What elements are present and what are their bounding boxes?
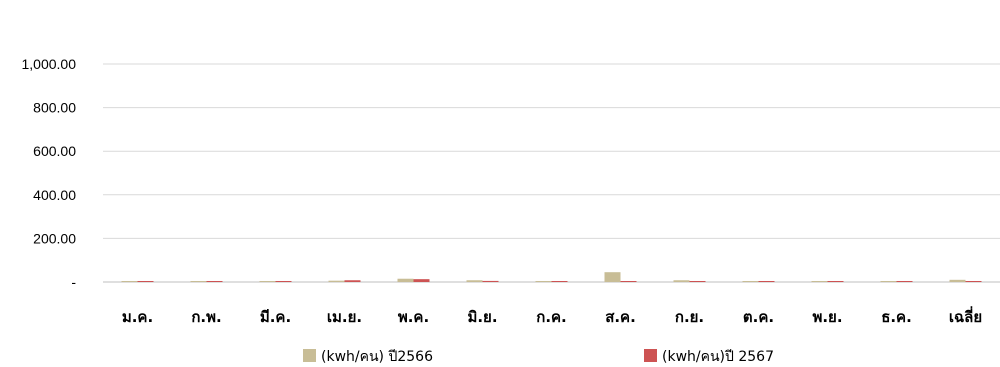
x-tick-label: พ.ค. (398, 308, 429, 326)
x-tick-label: พ.ย. (812, 308, 842, 326)
gridlines (103, 63, 1000, 283)
bar-series-2566 (811, 281, 828, 282)
x-tick-label: เฉลี่ย (949, 306, 982, 326)
bar-series-2566 (604, 272, 621, 282)
legend-item: (kwh/คน) ปี2566 (303, 349, 433, 365)
bar-series-2567 (551, 281, 568, 282)
bar-series-2567 (344, 280, 361, 282)
legend-item: (kwh/คน)ปี 2567 (644, 349, 774, 365)
x-tick-label: มี.ค. (260, 308, 291, 326)
bar-series-2566 (535, 281, 552, 282)
legend-swatch (303, 349, 316, 362)
bar-series-2566 (259, 281, 276, 282)
bar-series-2567 (896, 281, 913, 282)
bar-series-2567 (137, 281, 154, 282)
y-tick-label: 800.00 (33, 100, 76, 116)
bar-series-2566 (328, 280, 345, 282)
y-tick-label: 200.00 (33, 230, 76, 246)
bar-series-2567 (689, 281, 706, 282)
bar-series-2567 (206, 281, 223, 282)
bar-series-2566 (742, 281, 759, 282)
y-axis-ticks: - 200.00 400.00 600.00 800.00 1,000.00 (22, 56, 77, 290)
x-tick-label: มิ.ย. (467, 308, 497, 326)
bar-series-2567 (413, 279, 430, 282)
x-tick-label: เม.ย. (327, 308, 362, 326)
bar-series-2566 (397, 278, 414, 282)
bar-series-2566 (190, 281, 207, 282)
legend: (kwh/คน) ปี2566 (kwh/คน)ปี 2567 (303, 349, 774, 365)
y-tick-label: 1,000.00 (22, 56, 77, 72)
x-tick-label: ต.ค. (743, 308, 774, 326)
y-tick-label: 400.00 (33, 187, 76, 203)
x-tick-label: ม.ค. (122, 308, 153, 326)
bar-series-2566 (949, 279, 966, 282)
bar-series-2567 (965, 281, 982, 282)
bar-series-2566 (880, 281, 897, 282)
x-axis-ticks: ม.ค. ก.พ. มี.ค. เม.ย. พ.ค. มิ.ย. ก.ค. ส.ค. ก.ย. ต… (122, 306, 982, 326)
legend-label: (kwh/คน)ปี 2567 (662, 349, 774, 365)
bar-series-2566 (673, 280, 690, 282)
y-tick-label: - (71, 274, 76, 290)
x-tick-label: ส.ค. (605, 308, 636, 326)
bar-series-2567 (620, 281, 637, 282)
x-tick-label: ก.ย. (675, 308, 704, 326)
y-tick-label: 600.00 (33, 143, 76, 159)
x-tick-label: ก.ค. (536, 308, 567, 326)
bars (121, 272, 982, 282)
bar-series-2566 (466, 280, 483, 282)
bar-series-2566 (121, 281, 138, 282)
x-tick-label: ก.พ. (191, 308, 221, 326)
bar-series-2567 (482, 280, 499, 282)
legend-label: (kwh/คน) ปี2566 (321, 349, 433, 365)
x-tick-label: ธ.ค. (881, 308, 912, 326)
bar-series-2567 (827, 281, 844, 282)
legend-swatch (644, 349, 657, 362)
bar-series-2567 (275, 281, 292, 282)
bar-series-2567 (758, 281, 775, 282)
